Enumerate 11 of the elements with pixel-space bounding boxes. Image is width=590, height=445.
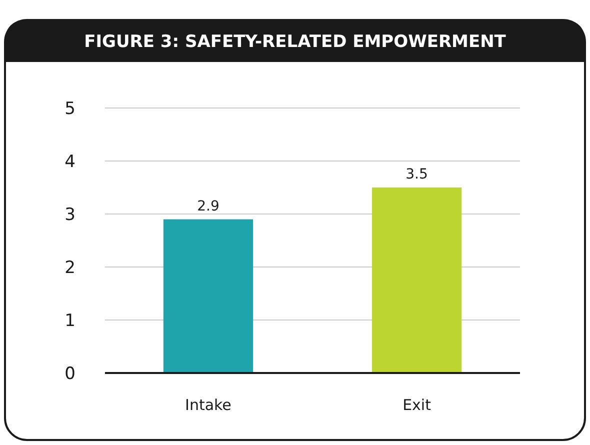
y-tick-label: 4 [64,152,76,172]
data-label: 3.5 [406,166,428,182]
y-tick-label: 3 [64,204,76,225]
chart-title: FIGURE 3: SAFETY-RELATED EMPOWERMENT [84,32,506,52]
x-tick-label: Exit [402,396,432,414]
y-tick-label: 1 [64,310,76,331]
y-tick-label: 2 [64,258,76,278]
data-label: 2.9 [197,198,220,214]
y-tick-label: 5 [64,98,76,119]
y-tick-label: 0 [64,364,76,384]
x-tick-label: Intake [185,396,232,414]
